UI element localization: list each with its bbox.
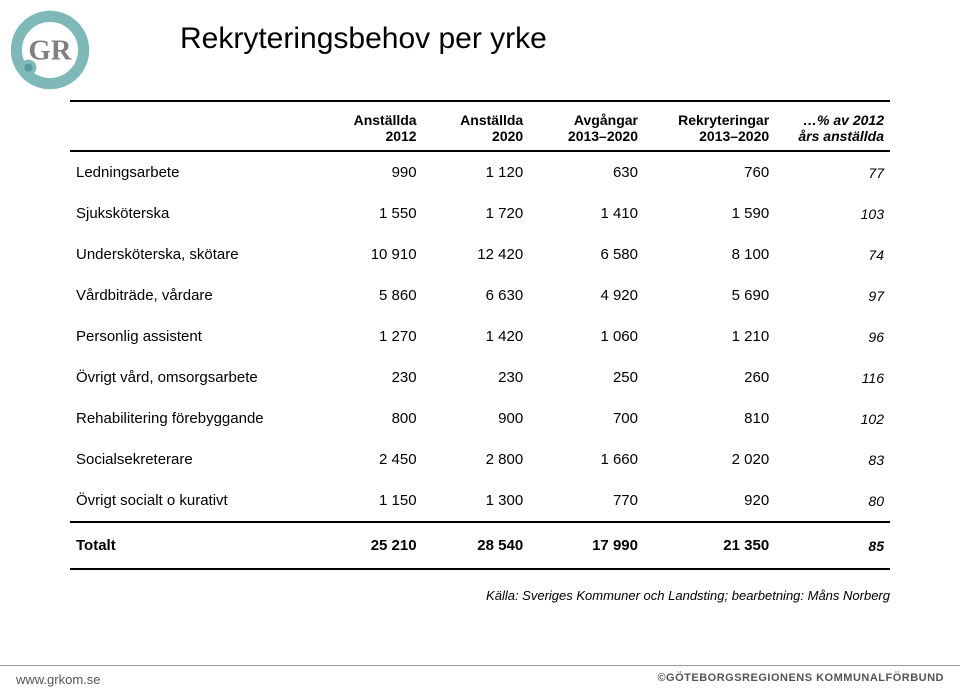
table-cell: 770 <box>529 480 644 522</box>
table-total-cell: Totalt <box>70 522 316 569</box>
table-row: Sjuksköterska1 5501 7201 4101 590103 <box>70 193 890 234</box>
table-cell: 1 660 <box>529 439 644 480</box>
table-row: Övrigt socialt o kurativt1 1501 30077092… <box>70 480 890 522</box>
table-row: Ledningsarbete9901 12063076077 <box>70 151 890 193</box>
table-cell: 1 210 <box>644 316 775 357</box>
table-cell: Vårdbiträde, vårdare <box>70 275 316 316</box>
table-container: Anställda2012Anställda2020Avgångar2013–2… <box>70 100 890 603</box>
table-cell: 1 120 <box>423 151 530 193</box>
table-cell: 80 <box>775 480 890 522</box>
table-header-cell: Anställda2020 <box>423 101 530 151</box>
table-cell: 630 <box>529 151 644 193</box>
table-total-cell: 17 990 <box>529 522 644 569</box>
table-cell: Sjuksköterska <box>70 193 316 234</box>
table-row: Socialsekreterare2 4502 8001 6602 02083 <box>70 439 890 480</box>
table-total-cell: 25 210 <box>316 522 423 569</box>
table-cell: 1 270 <box>316 316 423 357</box>
recruitment-table: Anställda2012Anställda2020Avgångar2013–2… <box>70 100 890 570</box>
table-header-cell <box>70 101 316 151</box>
table-cell: Undersköterska, skötare <box>70 234 316 275</box>
table-total-cell: 28 540 <box>423 522 530 569</box>
source-note: Källa: Sveriges Kommuner och Landsting; … <box>70 570 890 603</box>
gr-logo: GR <box>10 10 90 90</box>
table-header-cell: Avgångar2013–2020 <box>529 101 644 151</box>
table-cell: 12 420 <box>423 234 530 275</box>
table-cell: 77 <box>775 151 890 193</box>
table-cell: 1 590 <box>644 193 775 234</box>
table-header-row: Anställda2012Anställda2020Avgångar2013–2… <box>70 101 890 151</box>
table-cell: 83 <box>775 439 890 480</box>
table-cell: 8 100 <box>644 234 775 275</box>
table-cell: 760 <box>644 151 775 193</box>
table-cell: 810 <box>644 398 775 439</box>
table-cell: 1 300 <box>423 480 530 522</box>
table-cell: 5 860 <box>316 275 423 316</box>
table-cell: 1 720 <box>423 193 530 234</box>
table-cell: 10 910 <box>316 234 423 275</box>
table-cell: 250 <box>529 357 644 398</box>
table-cell: 920 <box>644 480 775 522</box>
table-header-cell: Anställda2012 <box>316 101 423 151</box>
table-row: Övrigt vård, omsorgsarbete23023025026011… <box>70 357 890 398</box>
table-cell: 1 410 <box>529 193 644 234</box>
table-cell: 1 060 <box>529 316 644 357</box>
footer-url: www.grkom.se <box>16 672 101 687</box>
footer: www.grkom.se ©GÖTEBORGSREGIONENS KOMMUNA… <box>0 665 960 695</box>
svg-text:GR: GR <box>28 35 72 67</box>
table-cell: 230 <box>316 357 423 398</box>
table-cell: 1 420 <box>423 316 530 357</box>
table-cell: 97 <box>775 275 890 316</box>
table-cell: 990 <box>316 151 423 193</box>
table-cell: 2 020 <box>644 439 775 480</box>
table-cell: 2 800 <box>423 439 530 480</box>
table-header-cell: …% av 2012års anställda <box>775 101 890 151</box>
table-cell: Ledningsarbete <box>70 151 316 193</box>
table-cell: Rehabilitering förebyggande <box>70 398 316 439</box>
table-cell: 900 <box>423 398 530 439</box>
table-cell: 74 <box>775 234 890 275</box>
table-cell: 96 <box>775 316 890 357</box>
table-row: Vårdbiträde, vårdare5 8606 6304 9205 690… <box>70 275 890 316</box>
table-cell: 2 450 <box>316 439 423 480</box>
slide: GR Rekryteringsbehov per yrke Anställda2… <box>0 0 960 695</box>
table-cell: 4 920 <box>529 275 644 316</box>
table-cell: 230 <box>423 357 530 398</box>
table-cell: 6 580 <box>529 234 644 275</box>
table-total-row: Totalt25 21028 54017 99021 35085 <box>70 522 890 569</box>
table-cell: Socialsekreterare <box>70 439 316 480</box>
table-row: Rehabilitering förebyggande8009007008101… <box>70 398 890 439</box>
table-cell: 1 150 <box>316 480 423 522</box>
table-row: Personlig assistent1 2701 4201 0601 2109… <box>70 316 890 357</box>
table-cell: 102 <box>775 398 890 439</box>
table-cell: 6 630 <box>423 275 530 316</box>
table-cell: 1 550 <box>316 193 423 234</box>
table-cell: 116 <box>775 357 890 398</box>
table-cell: Övrigt socialt o kurativt <box>70 480 316 522</box>
footer-copyright: ©GÖTEBORGSREGIONENS KOMMUNALFÖRBUND <box>657 672 944 687</box>
table-total-cell: 21 350 <box>644 522 775 569</box>
table-header-cell: Rekryteringar2013–2020 <box>644 101 775 151</box>
table-cell: 5 690 <box>644 275 775 316</box>
table-row: Undersköterska, skötare10 91012 4206 580… <box>70 234 890 275</box>
table-cell: Personlig assistent <box>70 316 316 357</box>
table-cell: 700 <box>529 398 644 439</box>
table-cell: Övrigt vård, omsorgsarbete <box>70 357 316 398</box>
page-title: Rekryteringsbehov per yrke <box>180 22 547 56</box>
table-cell: 103 <box>775 193 890 234</box>
table-cell: 260 <box>644 357 775 398</box>
table-cell: 800 <box>316 398 423 439</box>
table-total-cell: 85 <box>775 522 890 569</box>
